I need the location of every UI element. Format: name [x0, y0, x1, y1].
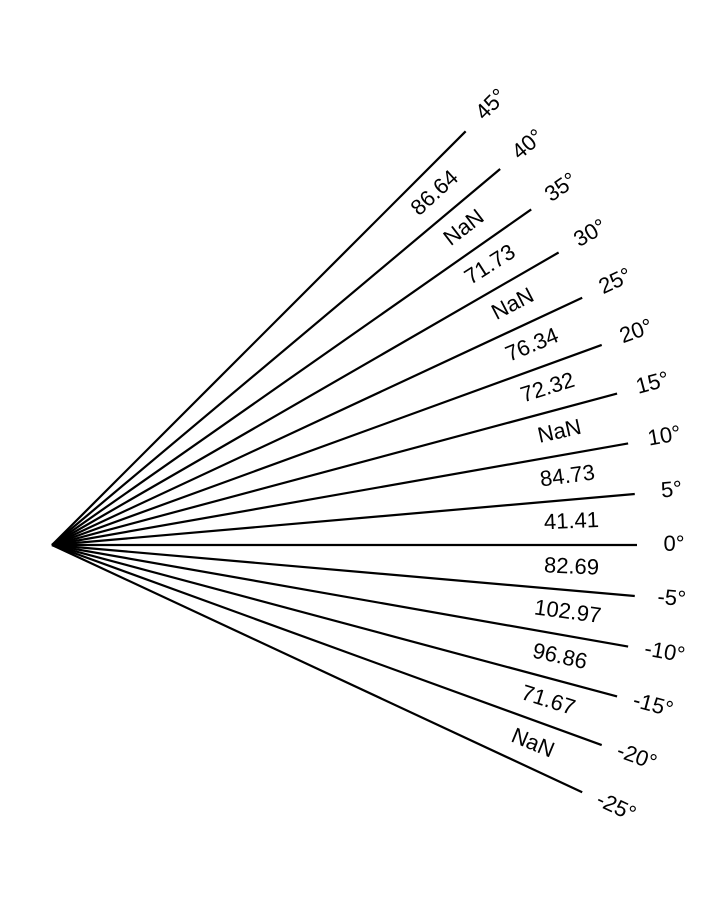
angle-label-15: 15° [633, 366, 672, 399]
sector-value-8: 41.41 [543, 507, 599, 534]
ray-neg10 [51, 543, 629, 648]
angle-label-neg15: -15° [630, 687, 676, 722]
ray-neg25 [51, 544, 583, 794]
ray-35 [51, 208, 532, 546]
ray-neg15 [51, 543, 618, 698]
angle-label-40: 40° [507, 124, 549, 165]
angle-label-0: 0° [663, 531, 684, 556]
ray-15 [51, 392, 618, 547]
sector-value-0: 86.64 [405, 165, 462, 221]
sector-value-2: 71.73 [460, 239, 520, 290]
ray-5 [51, 492, 635, 547]
sector-value-10: 102.97 [533, 594, 603, 628]
sector-value-6: NaN [535, 414, 583, 448]
sector-value-4: 76.34 [502, 322, 562, 366]
angle-label-5: 5° [660, 476, 683, 503]
angle-label-neg10: -10° [643, 636, 687, 668]
angle-label-25: 25° [595, 262, 636, 299]
sector-value-7: 84.73 [538, 459, 596, 491]
ray-20 [51, 343, 603, 547]
ray-neg5 [51, 543, 635, 598]
angle-label-neg20: -20° [614, 737, 661, 774]
sector-value-group: 86.64NaN71.73NaN76.3472.32NaN84.7341.418… [405, 165, 602, 763]
ray-45 [51, 130, 467, 546]
sector-value-13: NaN [508, 722, 558, 762]
angle-label-neg5: -5° [657, 584, 687, 611]
angle-label-30: 30° [569, 213, 610, 251]
angle-label-35: 35° [540, 167, 582, 207]
sector-value-9: 82.69 [544, 552, 600, 579]
angle-label-45: 45° [470, 83, 511, 124]
angle-label-neg25: -25° [593, 786, 640, 826]
sector-value-11: 96.86 [530, 638, 589, 674]
ray-25 [51, 296, 583, 546]
ray-30 [51, 251, 560, 546]
ray-10 [51, 442, 629, 547]
angle-label-group: 45°40°35° 30° 25° 20° 15° 10° 5° 0° -5° -10° -15° -… [470, 83, 687, 826]
angle-label-10: 10° [646, 420, 683, 450]
angle-label-20: 20° [616, 313, 656, 348]
sector-value-12: 71.67 [518, 680, 578, 720]
ray-40 [51, 168, 501, 546]
ray-neg20 [51, 543, 603, 747]
ray-group [51, 130, 637, 794]
